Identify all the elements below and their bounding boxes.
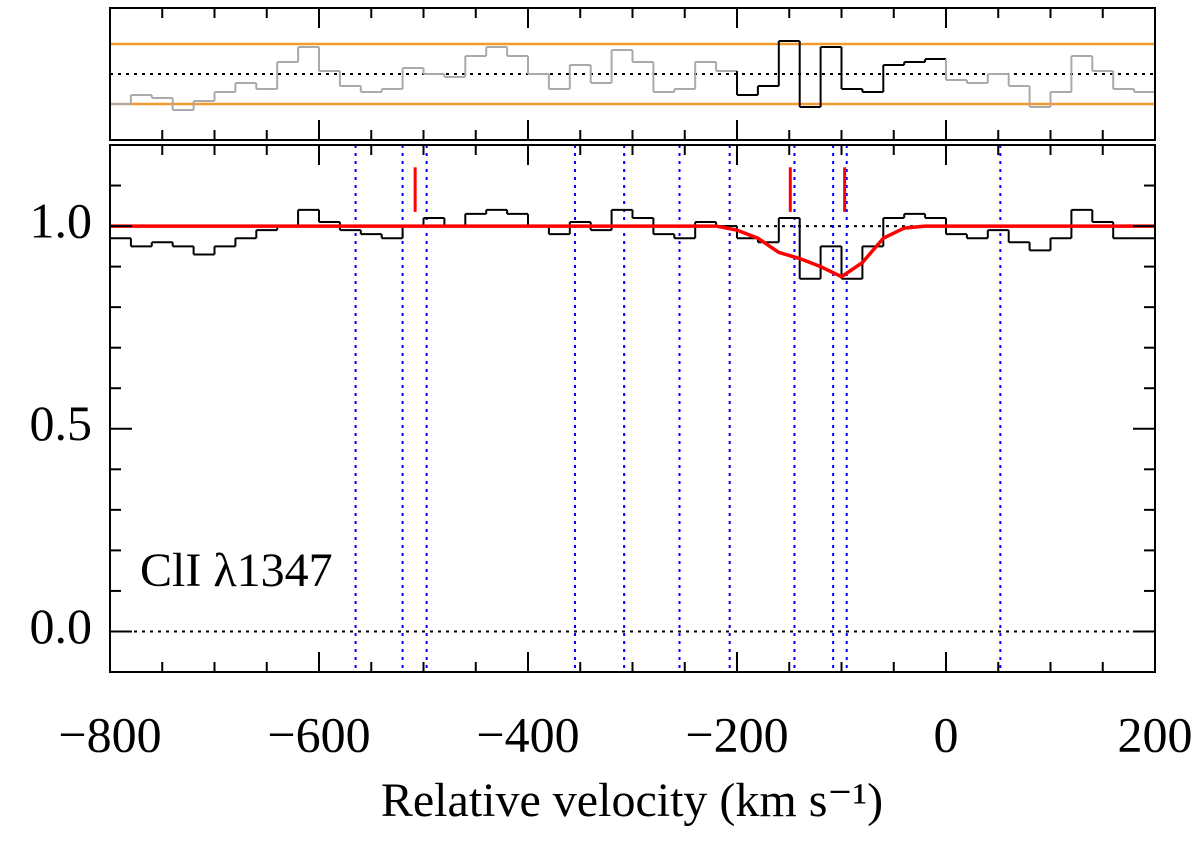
x-tick-label: 200	[1118, 706, 1193, 762]
x-tick-label: 0	[934, 706, 959, 762]
y-tick-label: 0.0	[30, 598, 93, 654]
model-line	[110, 224, 1155, 279]
y-tick-label: 1.0	[30, 193, 93, 249]
x-axis-label: Relative velocity (km s⁻¹)	[381, 774, 883, 827]
ion-label: ClI λ1347	[140, 544, 333, 597]
x-tick-label: −200	[685, 706, 788, 762]
x-tick-label: −400	[476, 706, 579, 762]
x-tick-label: −600	[267, 706, 370, 762]
x-tick-label: −800	[58, 706, 161, 762]
y-tick-label: 0.5	[30, 395, 93, 451]
